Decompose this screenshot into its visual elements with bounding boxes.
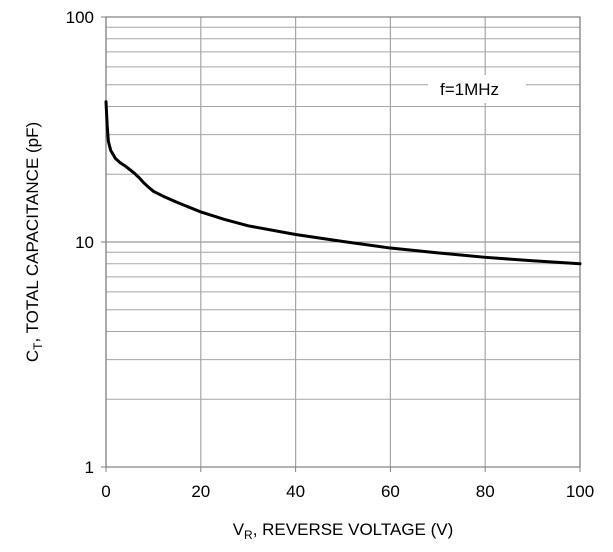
x-tick-label: 100 [566,482,594,501]
x-axis-title-text: , REVERSE VOLTAGE (V) [253,520,454,539]
frequency-annotation: f=1MHz [440,80,499,99]
x-tick-label: 60 [381,482,400,501]
x-axis-title-symbol: V [233,520,245,539]
y-axis-title-subscript: T [31,342,45,350]
x-tick-label: 40 [286,482,305,501]
x-tick-label: 0 [101,482,110,501]
y-tick-label: 100 [66,8,94,27]
y-axis-title-text: , TOTAL CAPACITANCE (pF) [23,122,42,343]
y-axis-title: CT, TOTAL CAPACITANCE (pF) [23,122,45,362]
y-tick-label: 10 [75,233,94,252]
x-tick-label: 20 [191,482,210,501]
x-axis-title-subscript: R [244,528,253,542]
series-layer [104,100,582,266]
x-tick-labels: 0 20 40 60 80 100 [101,467,594,501]
y-tick-labels: 1 10 100 [66,8,106,477]
minor-gridlines [106,26,580,400]
x-axis-title: VR, REVERSE VOLTAGE (V) [233,520,454,542]
y-axis-title-symbol: C [23,350,42,362]
annotation-background [428,75,526,103]
y-tick-label: 1 [85,458,94,477]
x-tick-label: 80 [476,482,495,501]
capacitance-curve [104,100,582,266]
